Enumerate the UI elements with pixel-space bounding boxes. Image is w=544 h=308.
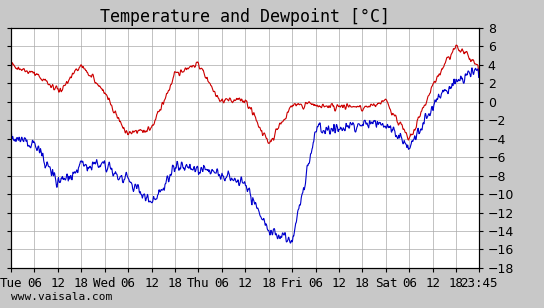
Title: Temperature and Dewpoint [°C]: Temperature and Dewpoint [°C] [100,8,390,26]
Text: www.vaisala.com: www.vaisala.com [11,292,112,302]
